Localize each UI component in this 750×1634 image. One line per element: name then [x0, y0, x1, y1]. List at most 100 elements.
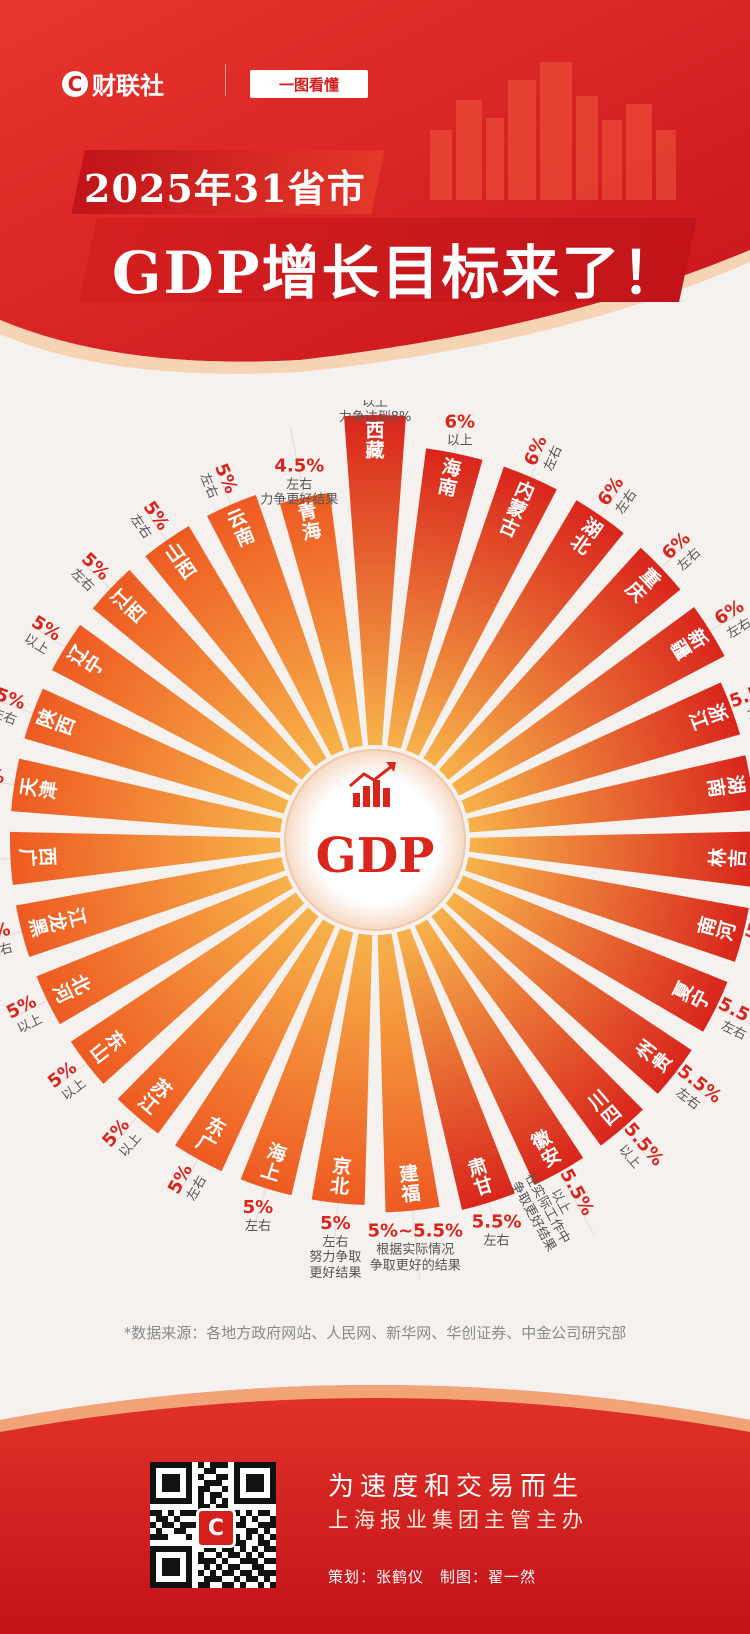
svg-text:京: 京 — [331, 1154, 352, 1179]
svg-text:左右: 左右 — [286, 478, 312, 493]
bar-chart-arrow-icon — [349, 762, 396, 807]
radial-gdp-chart: 西藏7%以上力争达到8%海南6%以上内蒙古6%左右湖北6%左右重庆6%左右新疆6… — [0, 400, 750, 1281]
svg-text:西: 西 — [35, 847, 58, 867]
svg-text:以上: 以上 — [447, 434, 473, 449]
svg-text:天: 天 — [17, 775, 42, 798]
svg-text:力争达到8%: 力争达到8% — [339, 410, 412, 425]
bar-陕西 — [24, 688, 289, 814]
bar-青海 — [279, 492, 363, 749]
svg-text:更好结果: 更好结果 — [309, 1266, 361, 1281]
svg-text:5%: 5% — [243, 1197, 274, 1218]
bar-江苏 — [117, 907, 319, 1134]
title-line-1: 2025年31省市 — [84, 166, 366, 211]
svg-text:吉: 吉 — [726, 848, 750, 868]
svg-text:南: 南 — [703, 777, 728, 799]
target-label: 5%以上 — [44, 1057, 89, 1104]
target-label: 5%左右 — [127, 497, 174, 541]
svg-text:5.5%: 5.5% — [743, 920, 750, 953]
svg-text:4.5%: 4.5% — [274, 456, 324, 477]
bar-云南 — [206, 494, 345, 756]
svg-text:努力争取: 努力争取 — [309, 1250, 361, 1265]
bar-海南 — [387, 448, 483, 749]
logo-divider — [225, 64, 226, 96]
data-source-note: *数据来源：各地方政府网站、人民网、新华网、华创证券、中金公司研究部 — [123, 1324, 627, 1342]
svg-text:左右: 左右 — [322, 1235, 348, 1250]
qr-logo-icon: C — [196, 1508, 236, 1548]
svg-text:福: 福 — [399, 1181, 421, 1206]
svg-text:左右: 左右 — [245, 1219, 271, 1234]
svg-text:南: 南 — [436, 475, 459, 500]
bar-四川 — [431, 907, 643, 1146]
svg-text:根据实际情况: 根据实际情况 — [376, 1242, 454, 1257]
bar-江西 — [92, 569, 312, 780]
bar-辽宁 — [51, 624, 299, 796]
center-label: GDP — [316, 828, 435, 884]
bar-福建 — [377, 933, 440, 1213]
bar-广西 — [10, 831, 281, 886]
target-label: 6%左右 — [520, 433, 565, 474]
province-label: 西藏 — [365, 420, 384, 462]
svg-text:青: 青 — [296, 500, 319, 525]
svg-text:5%~5.5%: 5%~5.5% — [368, 1220, 464, 1241]
svg-text:争取更好的结果: 争取更好的结果 — [370, 1257, 461, 1273]
bar-广东 — [175, 919, 336, 1172]
svg-text:河: 河 — [714, 919, 740, 943]
svg-text:6%: 6% — [444, 412, 475, 433]
qr-code[interactable]: C — [150, 1462, 276, 1588]
bar-新疆 — [451, 607, 725, 796]
svg-text:力争更好结果: 力争更好结果 — [260, 493, 338, 508]
bar-重庆 — [438, 547, 681, 780]
target-label: 6%左右 — [711, 596, 750, 642]
target-label: 5%左右 — [68, 548, 114, 594]
target-label: 5.5%左右 — [715, 993, 750, 1043]
brand-logo[interactable]: C 财联社 — [62, 66, 164, 101]
svg-text:左右: 左右 — [0, 941, 14, 962]
center-circle — [284, 749, 466, 931]
svg-text:湖: 湖 — [723, 774, 748, 796]
svg-text:海: 海 — [300, 518, 323, 544]
bar-山西 — [145, 526, 327, 767]
target-label: 6%以上 — [444, 412, 475, 449]
svg-text:北: 北 — [329, 1175, 350, 1199]
target-label: 5.5%左右 — [743, 920, 750, 953]
bar-西藏 — [344, 415, 406, 746]
brand-name: 财联社 — [92, 72, 164, 100]
svg-text:左右: 左右 — [484, 1233, 510, 1248]
svg-text:林: 林 — [706, 847, 730, 867]
column-tag: 一图看懂 — [250, 70, 368, 98]
province-label: 青海 — [296, 500, 323, 545]
svg-text:5%: 5% — [320, 1213, 351, 1234]
target-label: 5%左右 — [243, 1197, 274, 1234]
target-label: 5%左右 — [0, 684, 28, 729]
bar-山东 — [70, 892, 305, 1084]
svg-text:藏: 藏 — [365, 439, 384, 462]
province-label: 湖南 — [703, 774, 747, 799]
target-label: 5%以上 — [21, 612, 65, 658]
province-label: 海南 — [436, 455, 463, 501]
bar-甘肃 — [396, 928, 515, 1210]
bars-layer — [10, 415, 750, 1213]
target-label: 5%左右 — [164, 1161, 210, 1204]
target-label: 5%左右 — [196, 460, 241, 501]
bar-河北 — [36, 875, 293, 1025]
city-skyline-decoration — [430, 62, 676, 200]
title-line-2: GDP增长目标来了！ — [112, 239, 682, 307]
bar-天津 — [11, 758, 283, 833]
bar-宁夏 — [457, 875, 728, 1032]
svg-text:以上: 以上 — [362, 400, 388, 410]
svg-text:南: 南 — [695, 914, 721, 938]
svg-text:广: 广 — [15, 848, 39, 868]
target-label: 5%左右 — [0, 919, 14, 962]
bar-北京 — [311, 933, 373, 1205]
province-label: 天津 — [17, 775, 61, 801]
target-label: 6%左右 — [658, 528, 704, 574]
province-label: 北京 — [329, 1154, 352, 1199]
svg-text:建: 建 — [398, 1161, 419, 1186]
bar-安徽 — [414, 919, 584, 1185]
logo-c-icon: C — [62, 70, 88, 97]
bar-吉林 — [469, 831, 750, 887]
